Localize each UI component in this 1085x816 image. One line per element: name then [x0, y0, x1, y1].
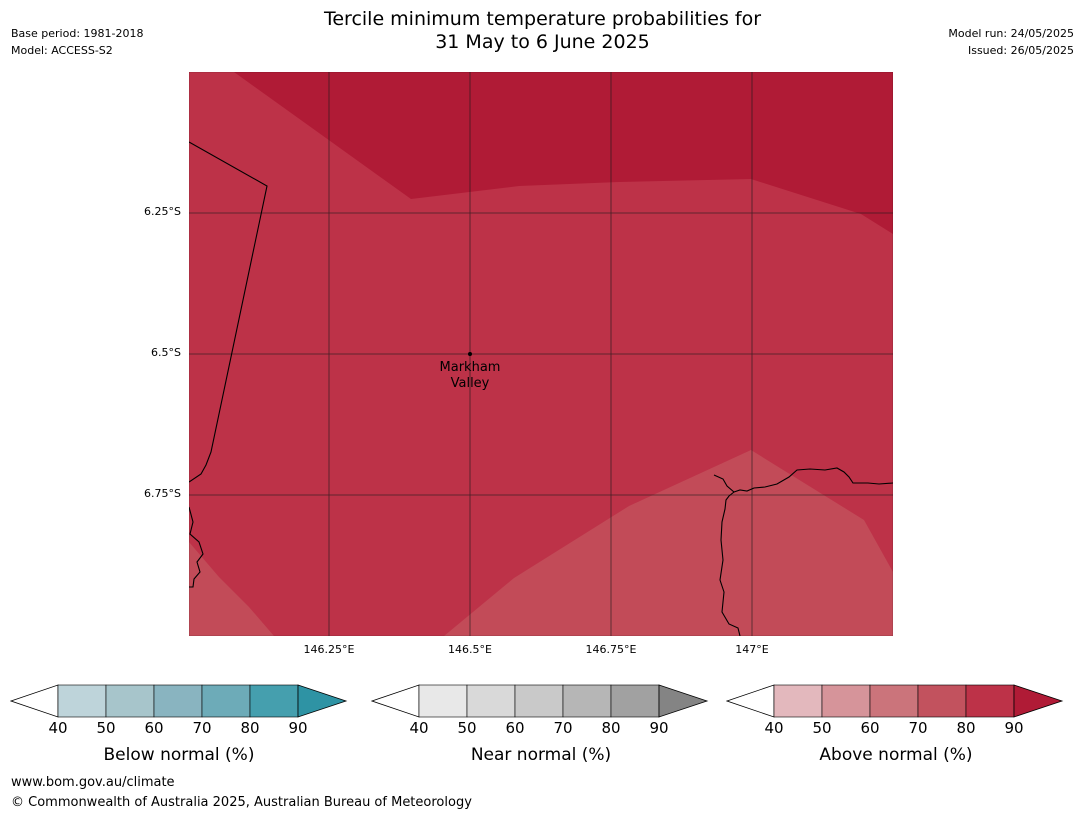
- colorbar-segment: [201, 684, 251, 718]
- colorbar-segment: [562, 684, 612, 718]
- river-coastline: [719, 491, 741, 636]
- colorbar-extend-high: [297, 684, 348, 718]
- colorbar-tick-label: 40: [764, 719, 784, 737]
- lat-label-6-75: 6.75°S: [144, 487, 181, 500]
- lat-label-6-25: 6.25°S: [144, 205, 181, 218]
- lon-label-146-25: 146.25°E: [303, 643, 355, 656]
- colorbar-tick-label: 60: [860, 719, 880, 737]
- colorbar-segment: [153, 684, 203, 718]
- map-title-line1: Tercile minimum temperature probabilitie…: [323, 8, 762, 30]
- colorbar-segment: [917, 684, 967, 718]
- colorbar-tick-label: 60: [144, 719, 164, 737]
- colorbar-segment: [105, 684, 155, 718]
- header-meta-right: Model run: 24/05/2025 Issued: 26/05/2025: [948, 25, 1074, 59]
- west-coastline: [189, 506, 204, 588]
- east-coastline: [713, 467, 893, 493]
- colorbar-extend-high: [1013, 684, 1064, 718]
- colorbar-below-normal-title: Below normal (%): [103, 745, 255, 765]
- colorbar-tick-label: 90: [1004, 719, 1024, 737]
- lon-label-147: 147°E: [735, 643, 769, 656]
- map-region-above-80-90: [234, 72, 893, 234]
- colorbar-tick-label: 90: [288, 719, 308, 737]
- colorbar-segment: [869, 684, 919, 718]
- model-run-label: Model run: 24/05/2025: [948, 27, 1074, 40]
- colorbar-extend-high: [658, 684, 709, 718]
- colorbar-tick-label: 80: [240, 719, 260, 737]
- probability-map: [189, 72, 893, 636]
- colorbar-above-normal: [726, 684, 1064, 718]
- colorbar-tick-label: 90: [649, 719, 669, 737]
- header-meta-left: Base period: 1981-2018 Model: ACCESS-S2: [11, 25, 143, 59]
- map-region-above-60-70: [444, 450, 893, 636]
- colorbar-above-normal-title: Above normal (%): [819, 745, 973, 765]
- footer-copyright: © Commonwealth of Australia 2025, Austra…: [11, 795, 472, 810]
- lon-label-146-75: 146.75°E: [585, 643, 637, 656]
- colorbar-extend-low: [371, 684, 420, 718]
- map-title: Tercile minimum temperature probabilitie…: [0, 8, 1085, 54]
- colorbar-segment: [249, 684, 299, 718]
- colorbar-segment: [57, 684, 107, 718]
- place-label-markham-valley: Markham Valley: [439, 360, 501, 391]
- footer: www.bom.gov.au/climate © Commonwealth of…: [11, 773, 472, 813]
- colorbar-below-normal: [10, 684, 348, 718]
- colorbar-tick-label: 60: [505, 719, 525, 737]
- colorbar-segment: [773, 684, 823, 718]
- colorbar-near-normal-title: Near normal (%): [470, 745, 612, 765]
- footer-url: www.bom.gov.au/climate: [11, 775, 175, 790]
- colorbar-tick-label: 50: [457, 719, 477, 737]
- colorbar-segment: [466, 684, 516, 718]
- map-gridlines: [189, 72, 893, 636]
- colorbar-tick-label: 50: [96, 719, 116, 737]
- colorbar-tick-label: 40: [409, 719, 429, 737]
- colorbar-tick-label: 80: [601, 719, 621, 737]
- colorbar-segment: [418, 684, 468, 718]
- lon-label-146-5: 146.5°E: [448, 643, 492, 656]
- lat-label-6-5: 6.5°S: [151, 346, 181, 359]
- colorbar-tick-label: 50: [812, 719, 832, 737]
- model-label: Model: ACCESS-S2: [11, 44, 113, 57]
- border-line: [189, 141, 268, 483]
- colorbar-segment: [821, 684, 871, 718]
- colorbar-extend-low: [726, 684, 775, 718]
- map-region-above-60-70-west: [189, 542, 274, 636]
- colorbar-tick-label: 80: [956, 719, 976, 737]
- colorbar-extend-low: [10, 684, 59, 718]
- colorbar-tick-label: 70: [192, 719, 212, 737]
- map-coastlines: [189, 141, 893, 636]
- base-period-label: Base period: 1981-2018: [11, 27, 144, 40]
- colorbar-near-normal: [371, 684, 709, 718]
- markham-valley-marker: [468, 352, 472, 356]
- issued-label: Issued: 26/05/2025: [967, 44, 1074, 57]
- map-title-line2: 31 May to 6 June 2025: [435, 31, 650, 53]
- colorbar-tick-label: 40: [48, 719, 68, 737]
- colorbar-segment: [610, 684, 660, 718]
- colorbar-tick-label: 70: [908, 719, 928, 737]
- colorbar-segment: [514, 684, 564, 718]
- colorbar-tick-label: 70: [553, 719, 573, 737]
- colorbar-segment: [965, 684, 1015, 718]
